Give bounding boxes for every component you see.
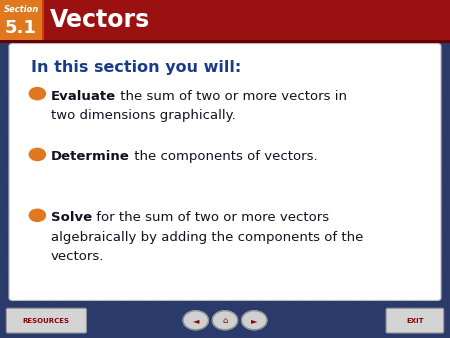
- Circle shape: [183, 311, 208, 330]
- Circle shape: [29, 209, 45, 221]
- FancyBboxPatch shape: [6, 308, 86, 333]
- FancyBboxPatch shape: [0, 0, 42, 40]
- Text: the sum of two or more vectors in: the sum of two or more vectors in: [116, 90, 347, 102]
- Circle shape: [29, 88, 45, 100]
- Text: algebraically by adding the components of the: algebraically by adding the components o…: [51, 231, 363, 244]
- Text: Section: Section: [4, 5, 39, 15]
- Circle shape: [212, 311, 238, 330]
- Text: In this section you will:: In this section you will:: [31, 60, 241, 75]
- Text: ◄: ◄: [193, 316, 199, 325]
- FancyBboxPatch shape: [386, 308, 444, 333]
- Text: EXIT: EXIT: [406, 318, 424, 323]
- Text: the components of vectors.: the components of vectors.: [130, 150, 317, 163]
- Text: two dimensions graphically.: two dimensions graphically.: [51, 109, 236, 122]
- Circle shape: [29, 148, 45, 161]
- FancyBboxPatch shape: [0, 40, 450, 43]
- Text: Evaluate: Evaluate: [51, 90, 116, 102]
- Text: ►: ►: [251, 316, 257, 325]
- Text: vectors.: vectors.: [51, 250, 104, 263]
- FancyBboxPatch shape: [0, 303, 450, 338]
- Text: for the sum of two or more vectors: for the sum of two or more vectors: [92, 211, 329, 224]
- Text: Determine: Determine: [51, 150, 130, 163]
- Text: Vectors: Vectors: [50, 8, 150, 32]
- Text: RESOURCES: RESOURCES: [23, 318, 70, 323]
- Text: 5.1: 5.1: [5, 19, 37, 37]
- FancyBboxPatch shape: [0, 0, 450, 40]
- FancyBboxPatch shape: [9, 44, 441, 300]
- FancyBboxPatch shape: [42, 0, 44, 40]
- Circle shape: [242, 311, 267, 330]
- Text: ⌂: ⌂: [222, 316, 228, 325]
- Text: Solve: Solve: [51, 211, 92, 224]
